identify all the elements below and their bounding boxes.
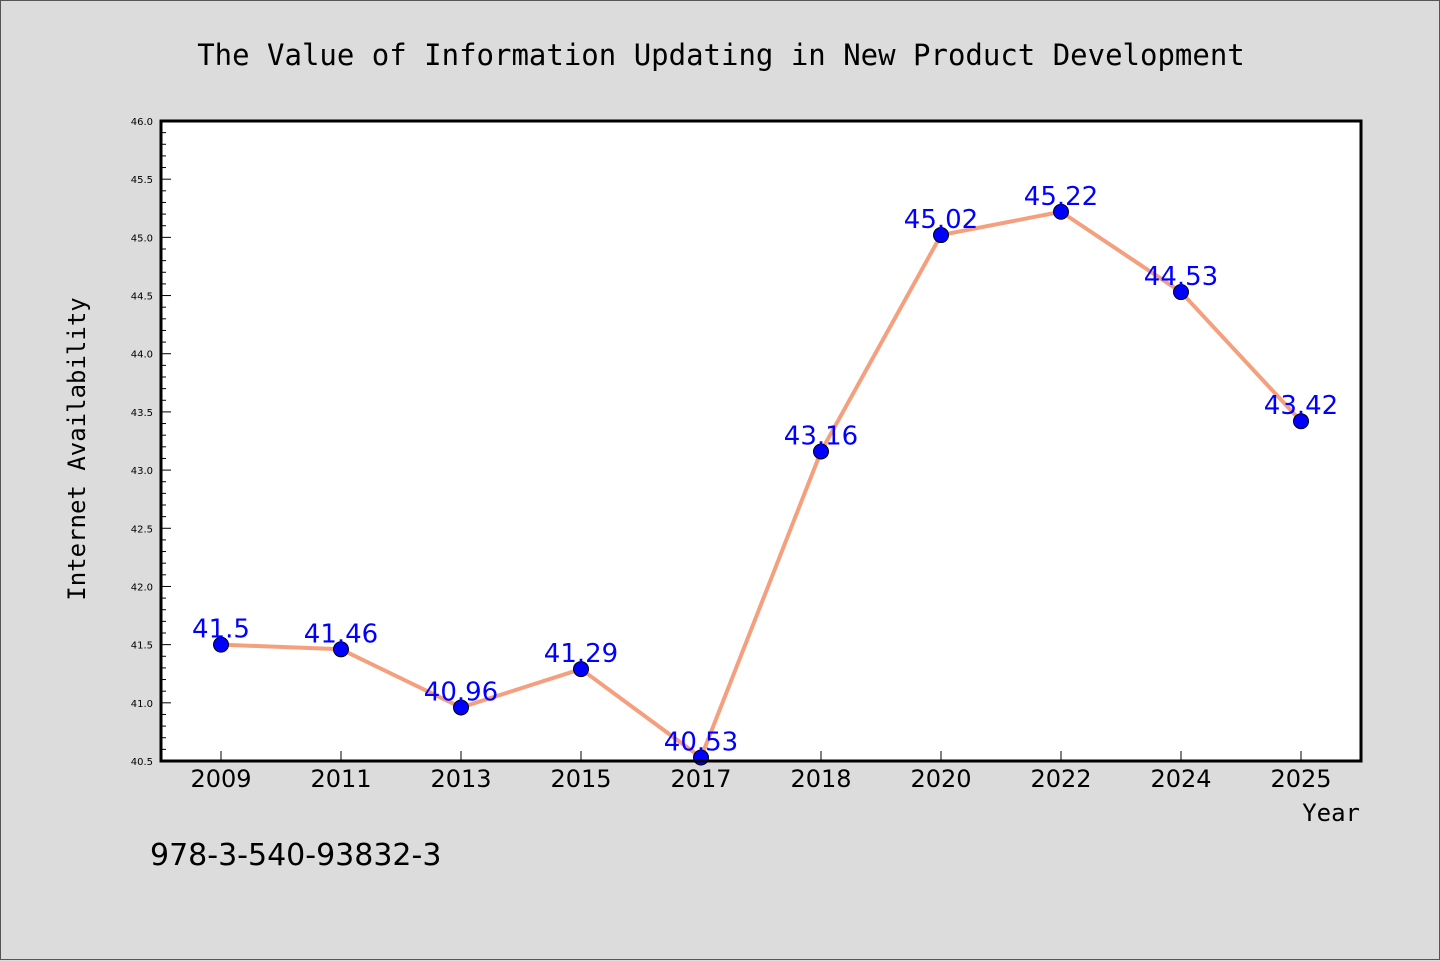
data-point <box>573 661 589 678</box>
y-tick-label: 40.5 <box>131 757 153 768</box>
y-axis-title: Internet Availability <box>63 297 91 600</box>
x-tick-label: 2009 <box>190 765 251 793</box>
series-line <box>220 209 1303 760</box>
data-point <box>213 636 229 653</box>
y-tick-label: 46.0 <box>131 117 153 128</box>
data-label: 41.29 <box>544 639 618 669</box>
y-tick-label: 45.0 <box>131 233 153 244</box>
x-tick-label: 2022 <box>1030 765 1091 793</box>
chart-title: The Value of Information Updating in New… <box>197 38 1245 72</box>
x-tick-label: 2018 <box>790 765 851 793</box>
x-tick-label: 2017 <box>670 765 731 793</box>
data-point <box>813 443 829 460</box>
y-tick-label: 44.5 <box>131 292 153 303</box>
data-point <box>1293 413 1309 430</box>
data-point <box>1173 284 1189 301</box>
data-point <box>333 641 349 658</box>
data-label-group: 41.5 41.46 40.96 41.29 40.53 43.16 45.02 45.22 4… <box>192 182 1338 758</box>
x-tick-label: 2015 <box>550 765 611 793</box>
y-tick-label: 45.5 <box>131 175 153 186</box>
y-tick-label: 41.0 <box>131 699 153 710</box>
x-tick-label: 2020 <box>910 765 971 793</box>
data-label: 43.16 <box>784 421 858 451</box>
plot-area <box>161 121 1361 761</box>
y-axis: 40.5 41.0 41.5 42.0 42.5 43.0 43.5 44.0 44.5 45.0… <box>131 117 171 768</box>
data-label: 41.5 <box>192 615 250 645</box>
data-label: 43.42 <box>1264 391 1338 421</box>
y-tick-label: 42.0 <box>131 582 153 593</box>
series-line-group <box>213 203 1309 766</box>
y-tick-label: 42.5 <box>131 524 153 535</box>
x-tick-label: 2013 <box>430 765 491 793</box>
data-point <box>933 227 949 244</box>
data-label: 44.53 <box>1144 262 1218 292</box>
x-tick-label: 2024 <box>1150 765 1211 793</box>
y-tick-label: 43.0 <box>131 466 153 477</box>
plot-frame <box>159 119 1363 763</box>
x-tick-label: 2025 <box>1270 765 1331 793</box>
data-point <box>453 699 469 716</box>
data-label: 41.46 <box>304 619 378 649</box>
data-label: 45.22 <box>1024 182 1098 212</box>
y-tick-label: 41.5 <box>131 641 153 652</box>
y-tick-label: 43.5 <box>131 408 153 419</box>
x-axis-title: Year <box>1302 799 1360 827</box>
x-tick-label: 2011 <box>310 765 371 793</box>
x-axis: 2009 2011 2013 2015 2017 2018 2020 2022 2024 2025 <box>190 751 1332 793</box>
y-tick-label: 44.0 <box>131 350 153 361</box>
data-label: 45.02 <box>904 205 978 235</box>
isbn-footer: 978-3-540-93832-3 <box>150 838 441 873</box>
data-label: 40.96 <box>424 677 498 707</box>
data-label: 40.53 <box>664 728 738 758</box>
data-point <box>1053 203 1069 220</box>
